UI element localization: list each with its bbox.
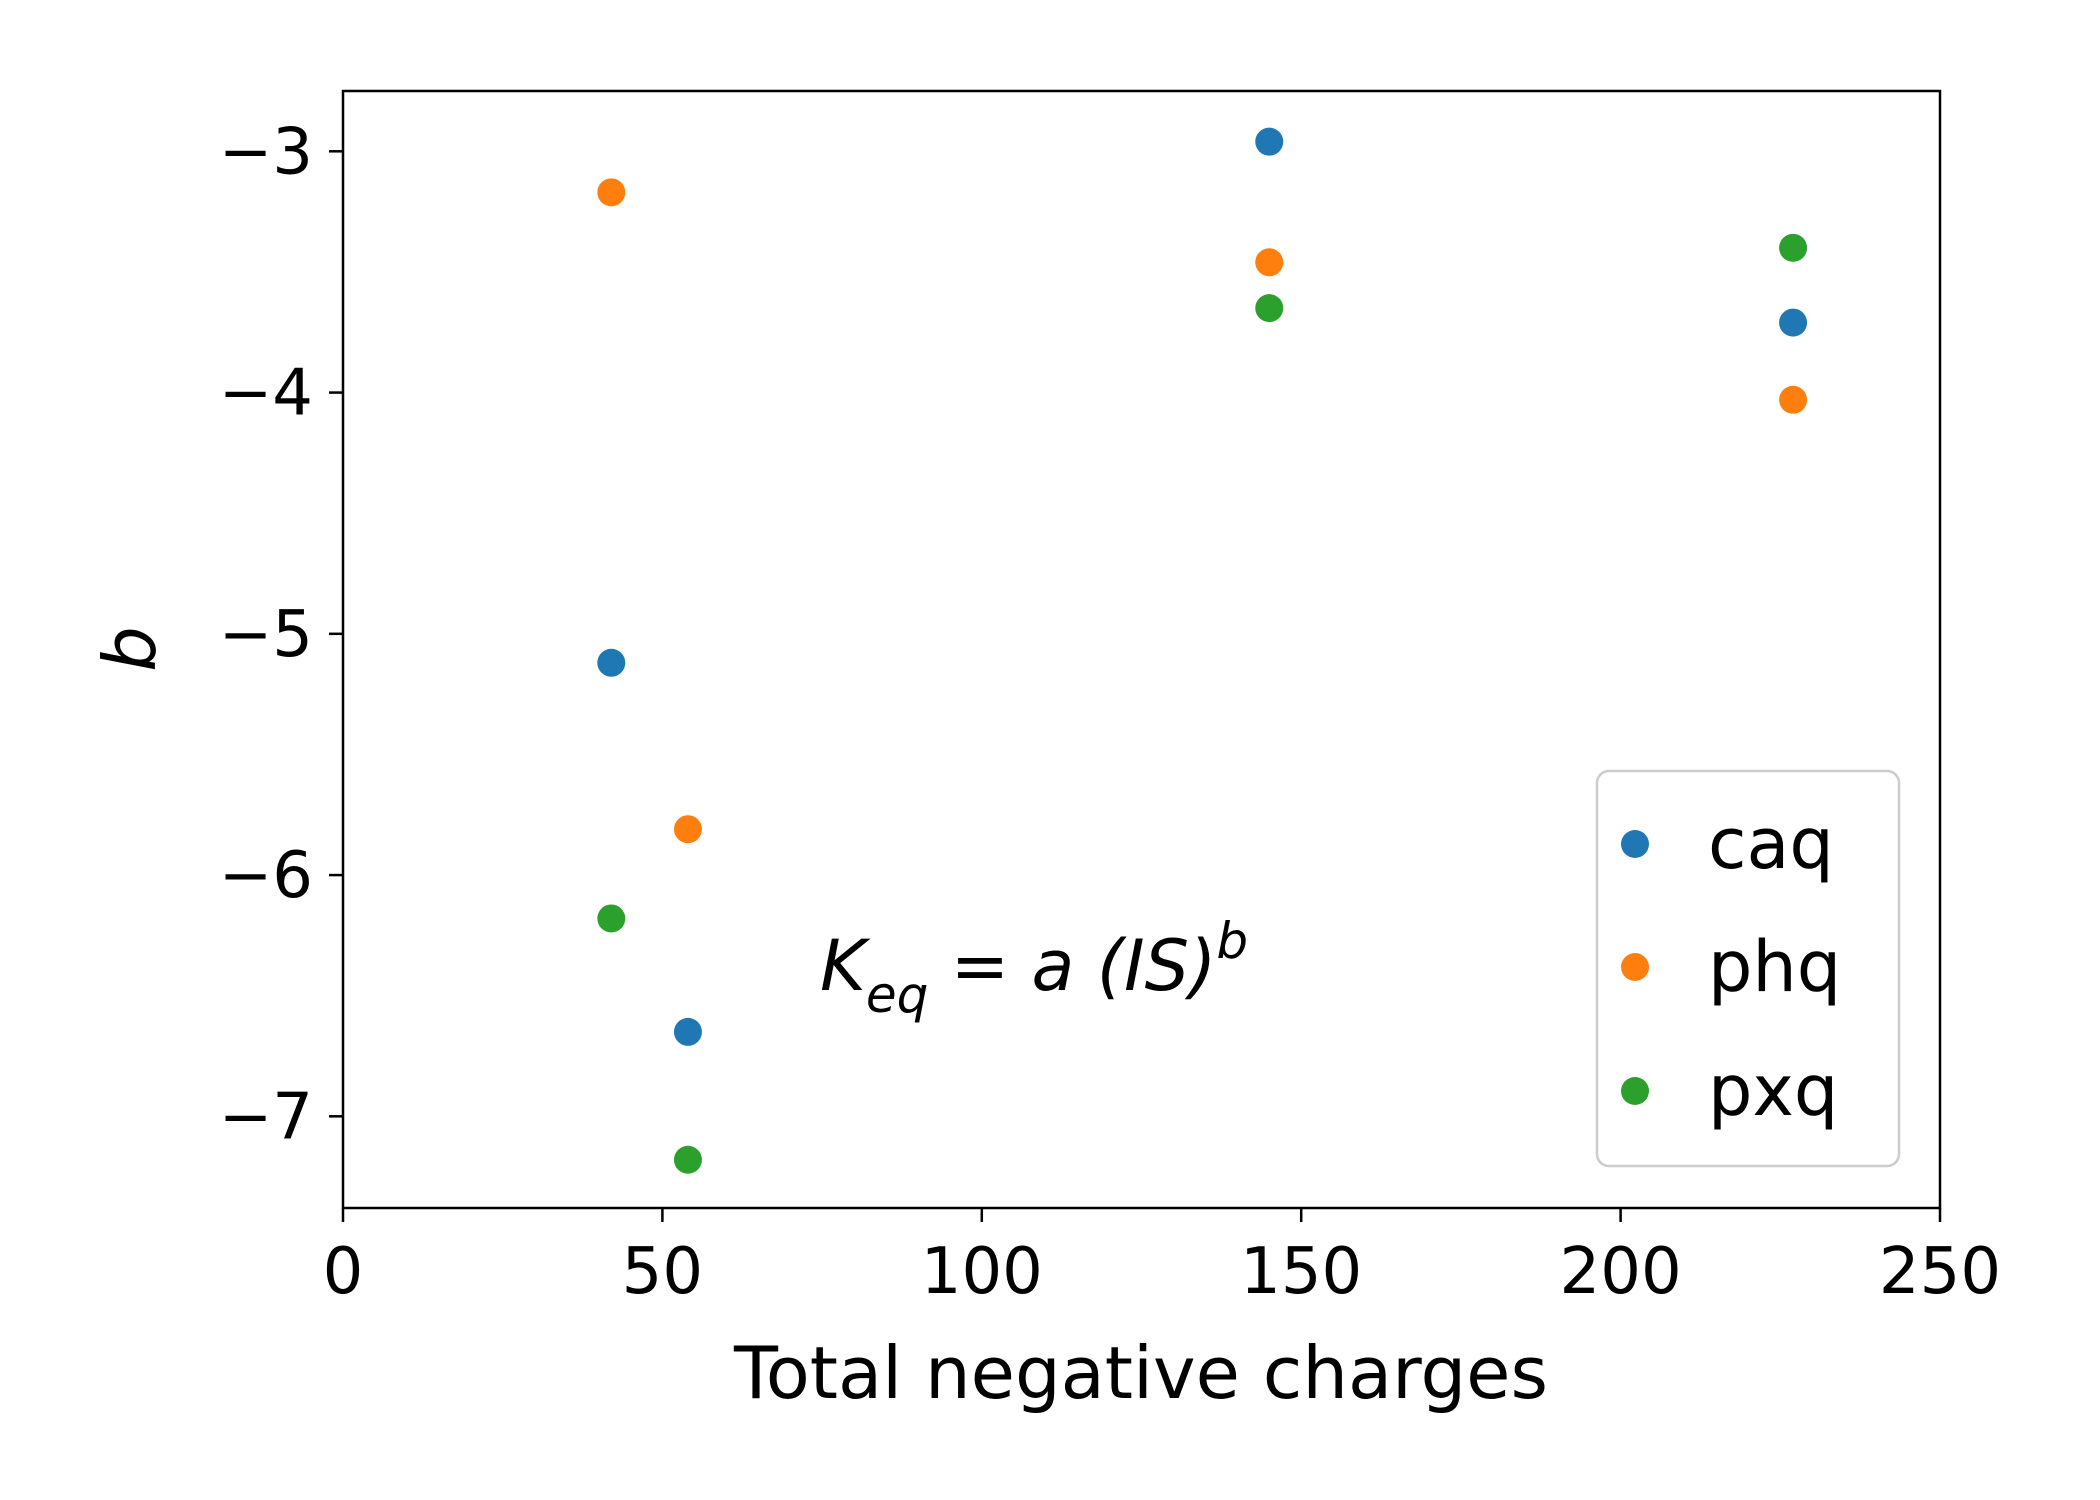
y-tick-label: −3 (219, 115, 313, 189)
formula-rest: = a (IS) (928, 925, 1216, 1007)
formula-k: K (820, 925, 871, 1007)
legend-label-phq: phq (1708, 926, 1841, 1008)
point-caq (673, 1017, 702, 1046)
y-tick-label: −5 (219, 598, 313, 672)
x-tick-label: 100 (921, 1235, 1043, 1309)
legend-marker-phq (1621, 953, 1649, 981)
y-tick-label: −4 (219, 357, 313, 431)
legend-marker-pxq (1621, 1077, 1649, 1105)
legend-label-caq: caq (1708, 803, 1834, 885)
x-axis-label: Total negative charges (733, 1331, 1548, 1415)
x-tick-label: 200 (1560, 1235, 1682, 1309)
y-axis-ticks: −7 −6 −5 −4 −3 (219, 115, 343, 1154)
x-tick-label: 0 (323, 1235, 364, 1309)
x-tick-label: 250 (1879, 1235, 2001, 1309)
data-points (597, 127, 1808, 1174)
point-pxq (597, 904, 626, 933)
y-tick-label: −7 (219, 1080, 313, 1154)
point-pxq (1255, 294, 1284, 323)
point-pxq (1779, 233, 1808, 262)
point-phq (1255, 248, 1284, 277)
legend-marker-caq (1621, 830, 1649, 858)
x-axis-ticks: 0 50 100 150 200 250 (323, 1208, 2001, 1309)
legend-box (1595, 769, 1901, 1168)
x-tick-label: 150 (1240, 1235, 1362, 1309)
legend: caq phq pxq (1595, 769, 1901, 1168)
x-tick-label: 50 (622, 1235, 703, 1309)
point-caq (1779, 308, 1808, 337)
point-caq (1255, 127, 1284, 156)
point-phq (597, 178, 626, 207)
y-tick-label: −6 (219, 839, 313, 913)
point-pxq (673, 1145, 702, 1174)
point-phq (1779, 385, 1808, 414)
formula-sup: b (1216, 912, 1248, 970)
formula-annotation: Keq = a (IS)b (820, 912, 1248, 1024)
formula-sub: eq (866, 966, 929, 1024)
y-axis-label: b (88, 626, 172, 672)
legend-label-pxq: pxq (1708, 1050, 1838, 1132)
point-caq (597, 648, 626, 677)
point-phq (673, 815, 702, 844)
